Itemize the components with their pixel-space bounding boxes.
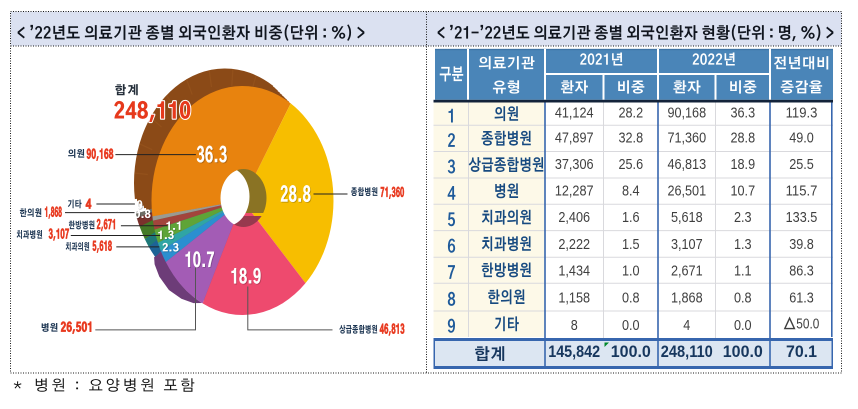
- svg-text:10.7: 10.7: [731, 184, 756, 200]
- svg-text:119.3: 119.3: [786, 106, 818, 122]
- svg-text:90,168: 90,168: [667, 106, 706, 122]
- svg-text:61.3: 61.3: [789, 291, 814, 307]
- svg-text:0.0: 0.0: [734, 318, 752, 334]
- svg-text:2.3: 2.3: [734, 210, 752, 226]
- svg-text:47,897: 47,897: [555, 130, 594, 146]
- svg-text:8: 8: [571, 318, 578, 334]
- svg-text:46,813: 46,813: [667, 157, 706, 173]
- svg-text:1.3: 1.3: [734, 237, 752, 253]
- svg-text:0.8: 0.8: [734, 291, 752, 307]
- svg-text:25.5: 25.5: [789, 157, 814, 173]
- svg-text:50.0: 50.0: [796, 316, 819, 332]
- svg-text:100.0: 100.0: [611, 343, 651, 361]
- svg-text:2,406: 2,406: [558, 210, 590, 226]
- svg-text:28.2: 28.2: [619, 106, 644, 122]
- svg-text:36.3: 36.3: [731, 106, 756, 122]
- svg-text:2,222: 2,222: [558, 237, 590, 253]
- svg-text:37,306: 37,306: [555, 157, 594, 173]
- svg-text:145,842: 145,842: [548, 343, 600, 361]
- svg-text:71,360: 71,360: [667, 130, 706, 146]
- svg-text:8.4: 8.4: [622, 184, 640, 200]
- svg-text:12,287: 12,287: [555, 184, 594, 200]
- svg-text:26,501: 26,501: [667, 184, 706, 200]
- svg-text:5,618: 5,618: [671, 210, 703, 226]
- svg-text:32.8: 32.8: [619, 130, 644, 146]
- svg-text:39.8: 39.8: [789, 237, 814, 253]
- svg-text:133.5: 133.5: [786, 210, 818, 226]
- svg-text:1,434: 1,434: [558, 264, 590, 280]
- svg-text:25.6: 25.6: [619, 157, 644, 173]
- svg-text:41,124: 41,124: [555, 106, 594, 122]
- svg-text:28.8: 28.8: [731, 130, 756, 146]
- svg-text:1.5: 1.5: [622, 237, 640, 253]
- svg-text:1.1: 1.1: [734, 264, 752, 280]
- svg-text:1,158: 1,158: [558, 291, 590, 307]
- svg-text:1.0: 1.0: [622, 264, 640, 280]
- svg-text:1.6: 1.6: [622, 210, 640, 226]
- svg-text:248,110: 248,110: [661, 343, 713, 361]
- svg-text:18.9: 18.9: [731, 157, 756, 173]
- svg-text:2,671: 2,671: [671, 264, 703, 280]
- svg-text:0.8: 0.8: [622, 291, 640, 307]
- svg-text:49.0: 49.0: [789, 130, 814, 146]
- svg-text:100.0: 100.0: [723, 343, 763, 361]
- svg-text:1,868: 1,868: [671, 291, 703, 307]
- svg-text:3,107: 3,107: [671, 237, 703, 253]
- svg-text:86.3: 86.3: [789, 264, 814, 280]
- svg-text:115.7: 115.7: [786, 184, 818, 200]
- svg-text:0.0: 0.0: [622, 318, 640, 334]
- svg-text:4: 4: [683, 318, 690, 334]
- svg-text:70.1: 70.1: [786, 343, 817, 361]
